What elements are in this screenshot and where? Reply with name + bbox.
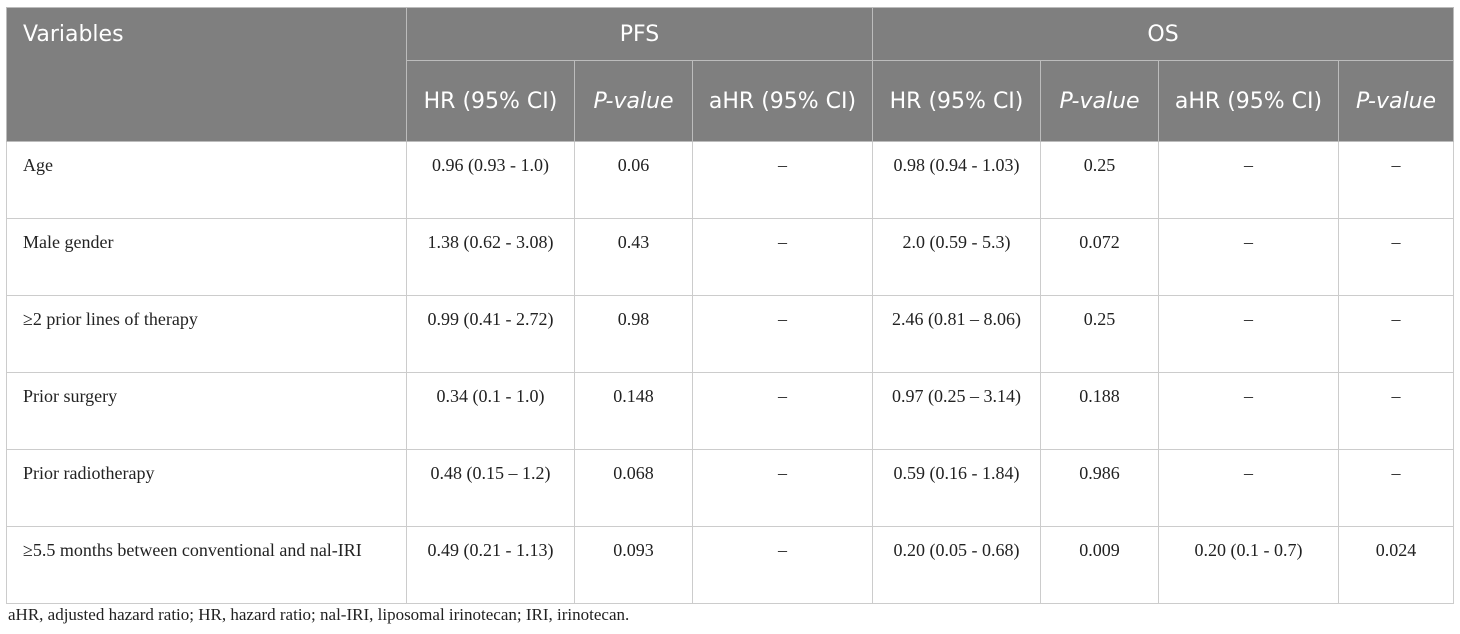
cell-pfs-hr: 0.49 (0.21 - 1.13) xyxy=(406,526,575,604)
cell-pfs-ahr: – xyxy=(691,141,874,219)
cell-variable: ≥5.5 months between conventional and nal… xyxy=(6,526,407,604)
cell-variable: Male gender xyxy=(6,218,407,296)
header-row-groups: Variables PFS OS xyxy=(6,7,1455,142)
cell-variable: Prior surgery xyxy=(6,372,407,450)
header-pfs: PFS xyxy=(405,7,874,61)
cell-pfs-p: 0.43 xyxy=(574,218,693,296)
cell-os-ahr: – xyxy=(1158,141,1340,219)
header-os-hr: HR (95% CI) xyxy=(872,60,1042,142)
cell-pfs-hr: 0.34 (0.1 - 1.0) xyxy=(406,372,575,450)
cell-pfs-p: 0.068 xyxy=(574,449,693,527)
header-os-ahr: aHR (95% CI) xyxy=(1158,60,1340,142)
cell-pfs-p: 0.093 xyxy=(574,526,693,604)
cell-os-ahr: – xyxy=(1158,218,1340,296)
cell-os-ahr: – xyxy=(1158,372,1340,450)
table-footnote: aHR, adjusted hazard ratio; HR, hazard r… xyxy=(8,605,630,624)
cell-pfs-ahr: – xyxy=(691,372,874,450)
cell-pfs-ahr: – xyxy=(691,449,874,527)
cell-os-adjusted-p: – xyxy=(1338,372,1455,450)
table-row: ≥5.5 months between conventional and nal… xyxy=(6,526,1455,604)
cell-os-p: 0.072 xyxy=(1040,218,1160,296)
cell-os-p: 0.009 xyxy=(1040,526,1160,604)
header-os: OS xyxy=(872,7,1455,61)
header-os-adjusted-p: P-value xyxy=(1338,60,1455,142)
cell-os-hr: 0.98 (0.94 - 1.03) xyxy=(872,141,1042,219)
table-row: Prior radiotherapy 0.48 (0.15 – 1.2) 0.0… xyxy=(6,449,1455,527)
table-row: Male gender 1.38 (0.62 - 3.08) 0.43 – 2.… xyxy=(6,218,1455,296)
cell-variable: ≥2 prior lines of therapy xyxy=(6,295,407,373)
cell-os-hr: 2.46 (0.81 – 8.06) xyxy=(872,295,1042,373)
cell-pfs-p: 0.148 xyxy=(574,372,693,450)
cell-os-ahr: – xyxy=(1158,449,1340,527)
cell-pfs-hr: 0.99 (0.41 - 2.72) xyxy=(406,295,575,373)
cell-os-ahr: 0.20 (0.1 - 0.7) xyxy=(1158,526,1340,604)
header-variables: Variables xyxy=(6,7,407,142)
header-pfs-hr: HR (95% CI) xyxy=(406,60,575,142)
cell-os-p: 0.986 xyxy=(1040,449,1160,527)
cell-os-hr: 0.20 (0.05 - 0.68) xyxy=(872,526,1042,604)
results-table: Variables PFS OS HR (95% CI) P-value aHR… xyxy=(6,7,1455,604)
cell-os-ahr: – xyxy=(1158,295,1340,373)
cell-pfs-hr: 0.48 (0.15 – 1.2) xyxy=(406,449,575,527)
header-row-columns: HR (95% CI) P-value aHR (95% CI) HR (95%… xyxy=(7,60,1455,142)
header-os-p: P-value xyxy=(1040,60,1160,142)
cell-variable: Prior radiotherapy xyxy=(6,449,407,527)
cell-os-adjusted-p: – xyxy=(1338,449,1455,527)
cell-pfs-p: 0.98 xyxy=(574,295,693,373)
cell-pfs-p: 0.06 xyxy=(574,141,693,219)
cell-os-hr: 2.0 (0.59 - 5.3) xyxy=(872,218,1042,296)
header-pfs-ahr: aHR (95% CI) xyxy=(691,60,874,142)
cell-os-hr: 0.59 (0.16 - 1.84) xyxy=(872,449,1042,527)
table-row: ≥2 prior lines of therapy 0.99 (0.41 - 2… xyxy=(6,295,1455,373)
table-row: Age 0.96 (0.93 - 1.0) 0.06 – 0.98 (0.94 … xyxy=(6,141,1455,219)
header-pfs-p: P-value xyxy=(574,60,693,142)
cell-pfs-ahr: – xyxy=(691,218,874,296)
cell-os-p: 0.25 xyxy=(1040,141,1160,219)
cell-os-adjusted-p: – xyxy=(1338,295,1455,373)
cell-pfs-hr: 1.38 (0.62 - 3.08) xyxy=(406,218,575,296)
cell-os-p: 0.188 xyxy=(1040,372,1160,450)
table-row: Prior surgery 0.34 (0.1 - 1.0) 0.148 – 0… xyxy=(6,372,1455,450)
cell-os-hr: 0.97 (0.25 – 3.14) xyxy=(872,372,1042,450)
cell-variable: Age xyxy=(6,141,407,219)
cell-pfs-ahr: – xyxy=(691,526,874,604)
cell-pfs-ahr: – xyxy=(691,295,874,373)
cell-os-p: 0.25 xyxy=(1040,295,1160,373)
cell-os-adjusted-p: 0.024 xyxy=(1338,526,1455,604)
cell-os-adjusted-p: – xyxy=(1338,218,1455,296)
cell-pfs-hr: 0.96 (0.93 - 1.0) xyxy=(406,141,575,219)
cell-os-adjusted-p: – xyxy=(1338,141,1455,219)
